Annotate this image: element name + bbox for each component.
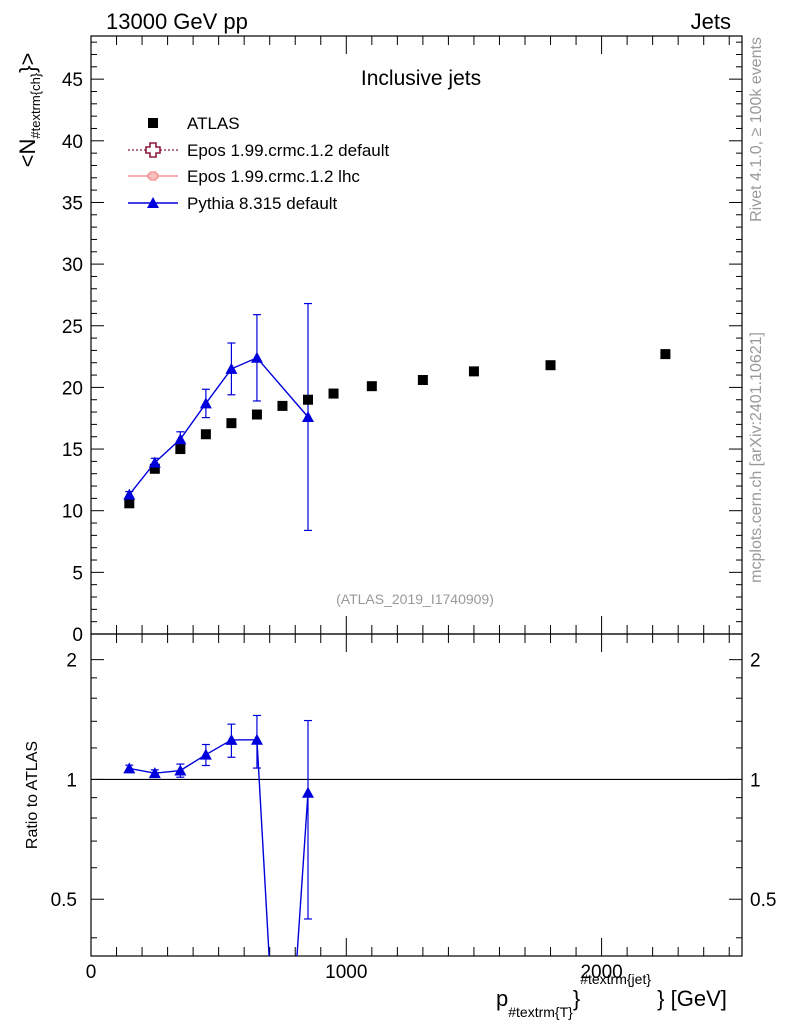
ratio-pythia-point: [199, 748, 212, 760]
atlas-point: [366, 381, 377, 392]
y-tick-label: 30: [62, 255, 83, 276]
ratio-frame: [90, 633, 743, 957]
legend-epos-lhc-marker: [147, 171, 159, 181]
atlas-point: [417, 375, 428, 386]
ratio-pythia-offscale-line: [256, 739, 309, 956]
atlas-point: [660, 349, 671, 360]
atlas-point: [175, 444, 186, 455]
y-tick-label: 10: [62, 502, 83, 523]
main-y-label: <N#textrm{ch}}>: [15, 53, 43, 168]
pythia-point: [225, 362, 238, 374]
atlas-point: [124, 498, 135, 509]
atlas-point: [303, 394, 313, 405]
ratio-clipped-layer: [123, 714, 314, 956]
legend-pythia-marker: [147, 197, 159, 208]
ratio-pythia-point: [148, 767, 161, 779]
pythia-point: [199, 397, 212, 409]
pythia-point: [250, 351, 263, 363]
atlas-point: [226, 418, 237, 429]
ratio-y-tick-label-left: 2: [66, 651, 77, 672]
x-tick-label: 1000: [325, 962, 367, 983]
legend-epos-default-label: Epos 1.99.crmc.1.2 default: [187, 141, 390, 160]
atlas-point: [277, 400, 288, 411]
rivet-label: Rivet 4.1.0, ≥ 100k events: [748, 37, 765, 222]
ratio-pythia-point: [250, 733, 263, 745]
y-tick-label: 5: [72, 563, 83, 584]
header-process: Jets: [691, 9, 731, 34]
x-tick-label: 0: [86, 962, 97, 983]
atlas-point: [468, 366, 479, 377]
analysis-tag: (ATLAS_2019_I1740909): [336, 591, 494, 607]
y-tick-label: 0: [72, 625, 83, 646]
ratio-pythia-point: [174, 764, 187, 776]
atlas-point: [200, 429, 211, 440]
ratio-y-tick-label-right: 0.5: [750, 890, 776, 911]
main-panel: 0 5 10 15 20 25 30 35 40 45: [62, 35, 743, 646]
pythia-point: [123, 488, 136, 500]
pythia-point: [302, 410, 314, 422]
pythia-line: [128, 356, 309, 496]
pythia-point: [174, 433, 187, 445]
ratio-y-label: Ratio to ATLAS: [24, 741, 41, 849]
atlas-point: [545, 360, 556, 371]
y-tick-label: 15: [62, 440, 83, 461]
ratio-panel: 0 1000 2000 0.5 0.5 1 1 2 2: [51, 633, 776, 983]
y-tick-label: 45: [62, 70, 83, 91]
legend-pythia-label: Pythia 8.315 default: [187, 194, 338, 213]
ratio-pythia-point: [123, 762, 136, 774]
y-tick-label: 20: [62, 378, 83, 399]
y-tick-label: 35: [62, 193, 83, 214]
x-tick-label: 2000: [580, 962, 622, 983]
header-energy: 13000 GeV pp: [106, 9, 248, 34]
ratio-y-tick-label-left: 1: [66, 770, 77, 791]
legend-atlas-marker: [148, 118, 158, 128]
pythia-point: [148, 456, 161, 468]
atlas-point: [149, 463, 160, 474]
atlas-point: [328, 388, 339, 399]
ratio-y-tick-label-right: 2: [750, 651, 761, 672]
ratio-y-tick-label-left: 0.5: [51, 890, 77, 911]
legend-epos-default-marker: [145, 142, 161, 158]
y-tick-label: 25: [62, 317, 83, 338]
ratio-pythia-line: [129, 739, 257, 774]
plot-title: Inclusive jets: [361, 67, 481, 90]
ratio-pythia-point: [225, 733, 238, 745]
legend: ATLAS Epos 1.99.crmc.1.2 default Epos 1.…: [128, 114, 390, 213]
ratio-y-tick-label-right: 1: [750, 770, 761, 791]
atlas-point: [251, 409, 262, 420]
ratio-pythia-point: [302, 786, 314, 798]
mcplots-label: mcplots.cern.ch [arXiv:2401.10621]: [748, 332, 765, 583]
legend-epos-lhc-label: Epos 1.99.crmc.1.2 lhc: [187, 167, 360, 186]
legend-atlas-label: ATLAS: [187, 114, 240, 133]
y-tick-label: 40: [62, 132, 83, 153]
